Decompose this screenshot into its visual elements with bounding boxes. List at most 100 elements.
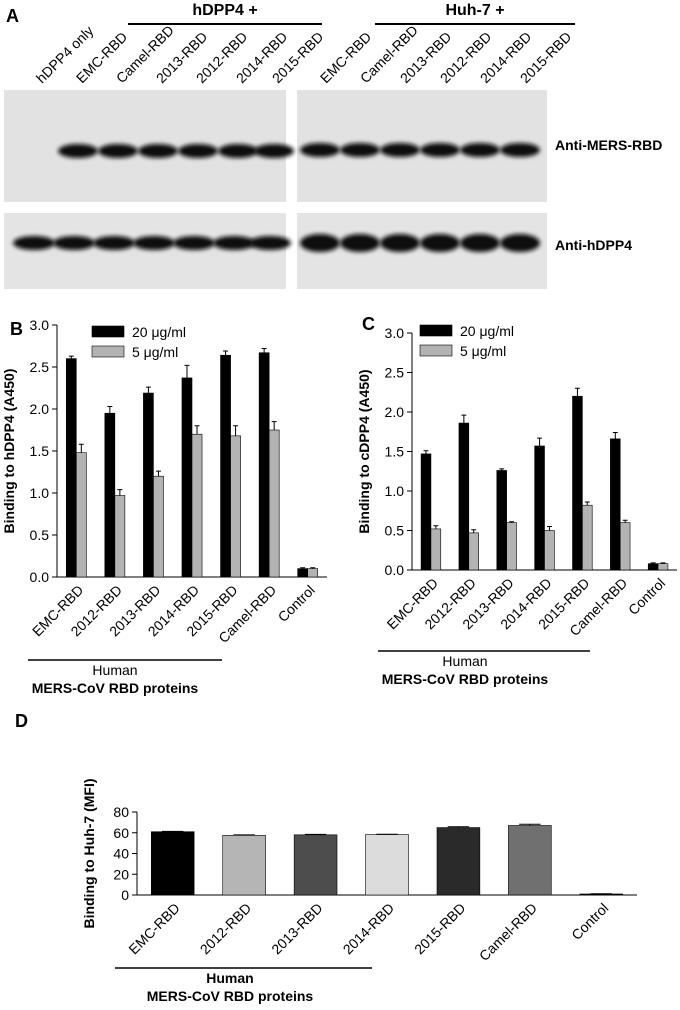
blot-band xyxy=(93,236,135,250)
error-bar xyxy=(613,433,618,439)
y-tick-label: 2.5 xyxy=(30,359,50,375)
blot-band xyxy=(173,236,215,250)
error-bar xyxy=(223,351,228,355)
blot-band xyxy=(340,143,380,157)
blot-band xyxy=(13,236,55,250)
error-bar xyxy=(471,530,476,533)
bar xyxy=(294,835,337,895)
y-tick-label: 3.0 xyxy=(30,317,50,333)
bar xyxy=(421,454,431,570)
error-bar xyxy=(195,426,200,434)
legend-label: 20 μg/ml xyxy=(460,323,514,339)
group-label: Human xyxy=(206,970,253,986)
error-bar xyxy=(433,526,438,529)
x-tick-label: 2015-RBD xyxy=(411,900,469,958)
bar xyxy=(223,835,266,895)
y-tick-label: 0.0 xyxy=(385,562,405,578)
bar xyxy=(469,533,479,570)
blot-band xyxy=(58,144,98,158)
bar xyxy=(143,393,153,577)
bar xyxy=(431,529,441,570)
y-tick-label: 40 xyxy=(113,846,129,862)
x-tick-label: Control xyxy=(568,900,611,943)
panel-label: D xyxy=(15,711,28,731)
blot-panel xyxy=(297,213,547,289)
bar xyxy=(545,531,555,571)
error-bar xyxy=(79,444,84,452)
blot-band xyxy=(500,234,540,252)
error-bar xyxy=(146,387,151,393)
y-axis-label: Binding to hDPP4 (A450) xyxy=(1,369,17,534)
y-tick-label: 0 xyxy=(121,887,129,903)
legend-swatch xyxy=(420,345,452,356)
bar xyxy=(366,835,409,895)
error-bar xyxy=(537,438,542,446)
legend-label: 5 μg/ml xyxy=(460,343,506,359)
blot-band xyxy=(218,144,258,158)
bar xyxy=(508,825,551,895)
blot-band xyxy=(53,236,95,250)
legend-label: 20 μg/ml xyxy=(132,324,186,340)
error-bar xyxy=(156,471,161,476)
bar xyxy=(115,496,125,577)
x-tick-label: Camel-RBD xyxy=(476,900,540,964)
y-tick-label: 1.0 xyxy=(30,485,50,501)
y-tick-label: 1.5 xyxy=(385,444,405,460)
bar xyxy=(221,355,231,577)
row-label: Anti-MERS-RBD xyxy=(555,137,662,153)
group-label: Human xyxy=(442,653,487,669)
bar xyxy=(231,436,241,577)
bar xyxy=(259,353,269,577)
bar xyxy=(497,470,507,570)
x-tick-label: 2012-RBD xyxy=(197,900,255,958)
error-bar xyxy=(424,451,429,454)
panel-label: B xyxy=(10,319,23,339)
bar xyxy=(66,359,76,577)
bar xyxy=(582,505,592,570)
blot-band xyxy=(213,236,255,250)
bar xyxy=(535,446,545,570)
blot-band xyxy=(133,236,175,250)
bar xyxy=(308,569,318,577)
row-label: Anti-hDPP4 xyxy=(555,237,632,253)
y-tick-label: 2.0 xyxy=(385,404,405,420)
blot-band xyxy=(98,144,138,158)
bar xyxy=(610,439,620,570)
bar xyxy=(76,453,86,577)
error-bar xyxy=(623,520,628,522)
bar xyxy=(573,396,583,570)
blot-band xyxy=(420,234,460,252)
bar xyxy=(620,523,630,570)
error-bar xyxy=(461,415,466,423)
bar xyxy=(298,569,308,577)
blot-band xyxy=(138,144,178,158)
error-bar xyxy=(107,406,112,413)
y-axis-label: Binding to cDPP4 (A450) xyxy=(356,369,372,533)
bar xyxy=(151,832,194,895)
blot-panel xyxy=(4,213,286,289)
x-axis-label: MERS-CoV RBD proteins xyxy=(382,671,549,687)
group-label: hDPP4 + xyxy=(192,2,257,19)
blot-band xyxy=(380,143,420,157)
error-bar xyxy=(117,490,122,496)
y-tick-label: 1.5 xyxy=(30,443,50,459)
bar xyxy=(507,523,517,570)
error-bar xyxy=(585,502,590,505)
bar xyxy=(437,828,480,895)
blot-band xyxy=(249,236,291,250)
x-tick-label: EMC-RBD xyxy=(125,900,183,958)
legend-label: 5 μg/ml xyxy=(132,344,178,360)
legend-swatch xyxy=(420,325,452,336)
panel-label: A xyxy=(6,6,19,26)
error-bar xyxy=(272,422,277,430)
y-tick-label: 2.5 xyxy=(385,365,405,381)
blot-band xyxy=(460,234,500,252)
bar xyxy=(459,423,469,570)
error-bar xyxy=(233,835,254,836)
blot-band xyxy=(300,143,340,157)
bar xyxy=(269,430,279,577)
bar xyxy=(182,378,192,577)
group-label: Human xyxy=(92,662,137,678)
panel-label: C xyxy=(362,314,375,334)
